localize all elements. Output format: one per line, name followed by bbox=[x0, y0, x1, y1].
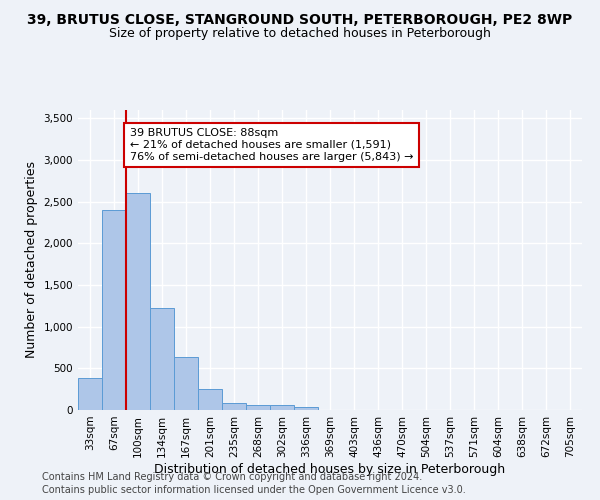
Text: Contains HM Land Registry data © Crown copyright and database right 2024.: Contains HM Land Registry data © Crown c… bbox=[42, 472, 422, 482]
Bar bbox=[246, 406, 270, 410]
Text: 39 BRUTUS CLOSE: 88sqm
← 21% of detached houses are smaller (1,591)
76% of semi-: 39 BRUTUS CLOSE: 88sqm ← 21% of detached… bbox=[130, 128, 413, 162]
Bar bbox=[102, 210, 126, 410]
Bar bbox=[150, 308, 174, 410]
Bar bbox=[126, 194, 150, 410]
Bar bbox=[222, 402, 246, 410]
Text: Size of property relative to detached houses in Peterborough: Size of property relative to detached ho… bbox=[109, 28, 491, 40]
Bar bbox=[174, 356, 198, 410]
Text: 39, BRUTUS CLOSE, STANGROUND SOUTH, PETERBOROUGH, PE2 8WP: 39, BRUTUS CLOSE, STANGROUND SOUTH, PETE… bbox=[28, 12, 572, 26]
X-axis label: Distribution of detached houses by size in Peterborough: Distribution of detached houses by size … bbox=[154, 462, 506, 475]
Bar bbox=[78, 378, 102, 410]
Bar bbox=[198, 389, 222, 410]
Text: Contains public sector information licensed under the Open Government Licence v3: Contains public sector information licen… bbox=[42, 485, 466, 495]
Y-axis label: Number of detached properties: Number of detached properties bbox=[25, 162, 38, 358]
Bar bbox=[294, 406, 318, 410]
Bar bbox=[270, 406, 294, 410]
